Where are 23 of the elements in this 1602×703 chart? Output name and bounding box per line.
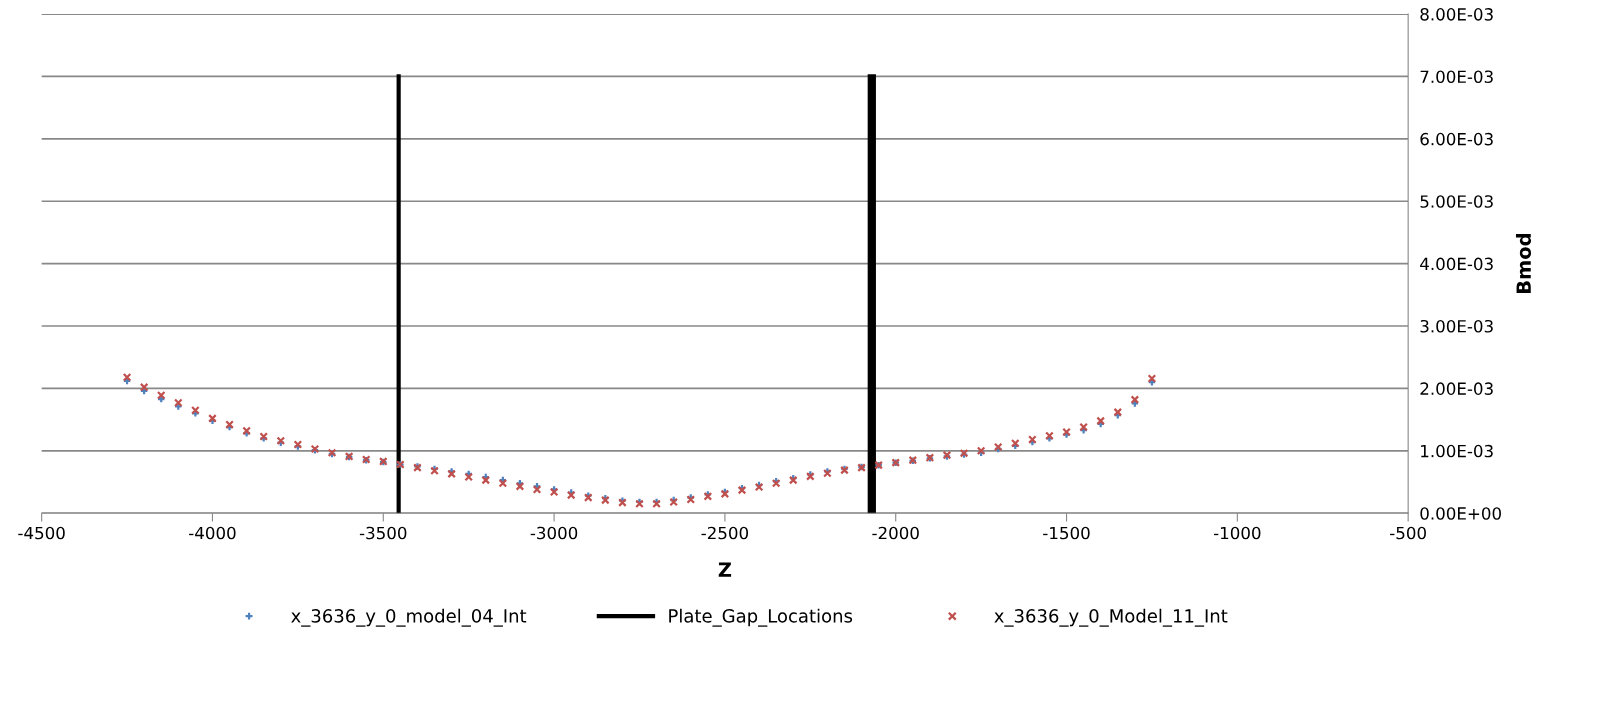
y-axis-title: Bmod — [1515, 234, 1532, 294]
x-tick-label: -4000 — [189, 526, 236, 540]
x-tick-label: -2500 — [701, 526, 749, 540]
x-axis-title: Z — [718, 562, 732, 577]
legend-label: x_3636_y_0_Model_11_Int — [994, 608, 1228, 627]
y-tick-label: 3.00E-03 — [1420, 319, 1493, 333]
y-tick-label: 1.00E-03 — [1421, 444, 1493, 458]
legend-label: x_3636_y_0_model_04_Int — [291, 608, 527, 627]
y-tick-label: 7.00E-03 — [1420, 70, 1493, 84]
legend-label: Plate_Gap_Locations — [669, 608, 853, 627]
y-tick-label: 4.00E-03 — [1420, 257, 1493, 271]
x-tick-label: -3000 — [530, 526, 578, 540]
x-tick-label: -4500 — [18, 526, 65, 540]
x-tick-label: -3500 — [359, 526, 407, 540]
y-tick-label: 6.00E-03 — [1420, 132, 1493, 146]
x-tick-label: -500 — [1390, 526, 1426, 540]
y-tick-label: 0.00E+00 — [1420, 507, 1501, 520]
x-tick-label: -1000 — [1213, 526, 1261, 540]
y-tick-label: 2.00E-03 — [1420, 382, 1493, 395]
y-tick-label: 8.00E-03 — [1420, 8, 1493, 21]
x-tick-label: -1500 — [1043, 526, 1090, 540]
x-tick-label: -2000 — [872, 526, 919, 540]
y-tick-label: 5.00E-03 — [1420, 195, 1493, 208]
